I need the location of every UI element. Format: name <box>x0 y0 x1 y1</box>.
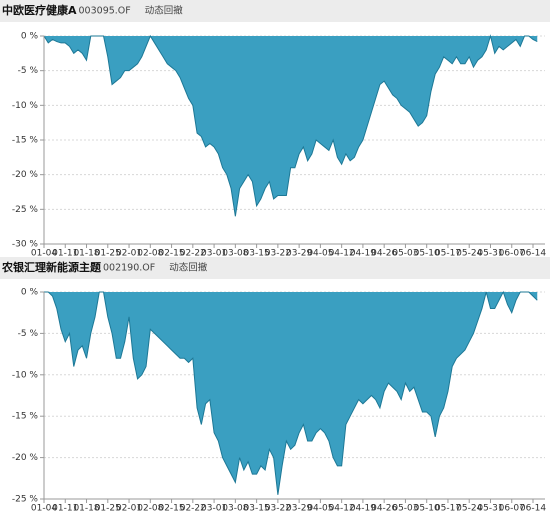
x-tick-label: 06-07 <box>499 504 525 514</box>
x-tick-label: 03-01 <box>201 249 227 259</box>
x-tick-label: 02-01 <box>116 249 142 259</box>
fund-name: 中欧医疗健康A <box>2 3 77 17</box>
y-tick-label: -25 % <box>12 205 39 215</box>
x-tick-label: 05-10 <box>414 504 440 514</box>
x-tick-label: 05-03 <box>392 504 418 514</box>
x-tick-label: 04-12 <box>329 249 355 259</box>
drawdown-line <box>44 290 538 495</box>
x-tick-label: 04-26 <box>371 504 397 514</box>
x-tick-label: 05-31 <box>477 249 503 259</box>
y-tick-label: 0 % <box>21 288 39 298</box>
x-tick-label: 05-24 <box>456 504 482 514</box>
fund-code: 002190.OF <box>103 263 155 274</box>
x-tick-label: 02-01 <box>116 504 142 514</box>
y-tick-label: -5 % <box>18 66 39 76</box>
x-tick-label: 05-17 <box>435 249 461 259</box>
drawdown-area <box>44 292 538 495</box>
x-tick-label: 03-08 <box>222 504 248 514</box>
x-tick-label: 05-24 <box>456 249 482 259</box>
x-tick-label: 03-15 <box>244 504 270 514</box>
x-tick-label: 02-08 <box>137 249 163 259</box>
x-tick-label: 03-29 <box>286 249 312 259</box>
drawdown-area <box>44 36 538 217</box>
x-tick-label: 03-22 <box>265 249 291 259</box>
x-tick-label: 04-05 <box>307 504 333 514</box>
x-tick-label: 06-14 <box>520 249 546 259</box>
y-tick-label: -25 % <box>12 495 39 505</box>
y-tick-label: -15 % <box>12 412 39 422</box>
y-tick-label: -20 % <box>12 453 39 463</box>
x-tick-label: 03-01 <box>201 504 227 514</box>
view-label: 动态回撤 <box>145 5 184 17</box>
y-tick-label: -10 % <box>12 370 39 380</box>
x-tick-label: 04-19 <box>350 249 376 259</box>
x-tick-label: 02-22 <box>180 249 206 259</box>
x-tick-label: 01-04 <box>31 504 57 514</box>
header-bar <box>0 0 550 22</box>
x-tick-label: 05-03 <box>392 249 418 259</box>
x-tick-label: 03-29 <box>286 504 312 514</box>
x-tick-label: 04-26 <box>371 249 397 259</box>
x-tick-label: 05-31 <box>477 504 503 514</box>
x-tick-label: 01-11 <box>52 504 78 514</box>
x-tick-label: 01-18 <box>73 504 99 514</box>
x-tick-label: 04-12 <box>329 504 355 514</box>
x-tick-label: 01-11 <box>52 249 78 259</box>
x-tick-label: 01-18 <box>73 249 99 259</box>
header-bar <box>0 257 550 279</box>
view-label: 动态回撤 <box>169 262 208 274</box>
y-tick-label: -10 % <box>12 101 39 111</box>
x-tick-label: 02-15 <box>158 504 184 514</box>
x-tick-label: 01-25 <box>95 249 121 259</box>
x-tick-label: 03-08 <box>222 249 248 259</box>
x-tick-label: 03-22 <box>265 504 291 514</box>
x-tick-label: 01-25 <box>95 504 121 514</box>
x-tick-label: 05-10 <box>414 249 440 259</box>
y-tick-label: -20 % <box>12 170 39 180</box>
y-tick-label: 0 % <box>21 32 39 42</box>
y-tick-label: -30 % <box>12 240 39 250</box>
x-tick-label: 02-08 <box>137 504 163 514</box>
x-tick-label: 02-22 <box>180 504 206 514</box>
x-tick-label: 02-15 <box>158 249 184 259</box>
x-tick-label: 06-14 <box>520 504 546 514</box>
x-tick-label: 04-19 <box>350 504 376 514</box>
x-tick-label: 01-04 <box>31 249 57 259</box>
fund-code: 003095.OF <box>79 6 131 17</box>
y-tick-label: -15 % <box>12 136 39 146</box>
drawdown-line <box>43 34 538 217</box>
x-tick-label: 03-15 <box>244 249 270 259</box>
fund-name: 农银汇理新能源主题 <box>1 260 102 274</box>
x-tick-label: 05-17 <box>435 504 461 514</box>
y-tick-label: -5 % <box>18 329 39 339</box>
x-tick-label: 06-07 <box>499 249 525 259</box>
x-tick-label: 04-05 <box>307 249 333 259</box>
